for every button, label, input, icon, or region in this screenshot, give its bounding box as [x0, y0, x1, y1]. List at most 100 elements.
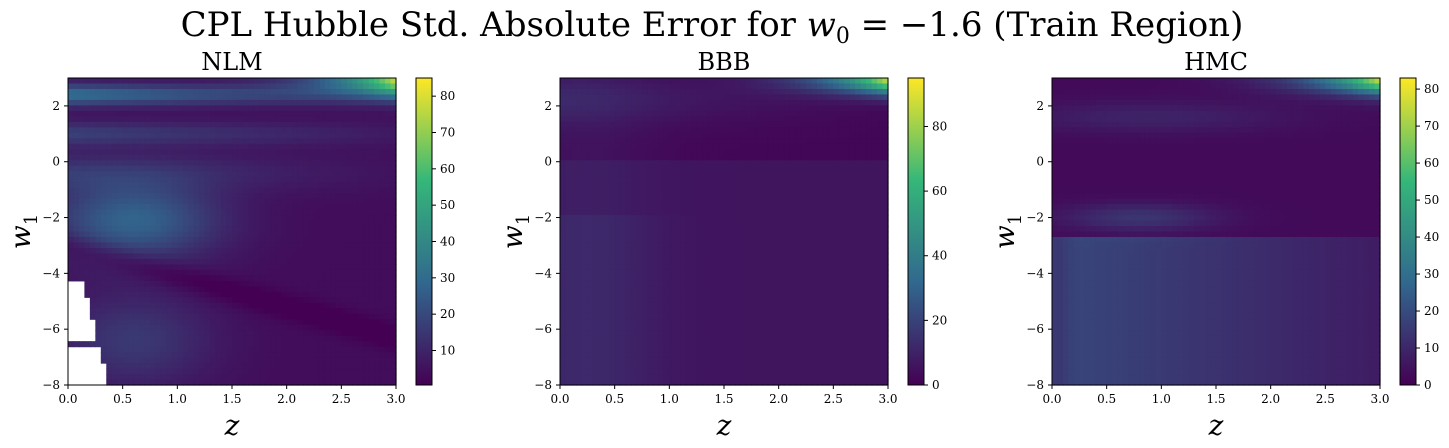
heatmap-cell: [674, 127, 681, 134]
heatmap-cell: [390, 94, 397, 101]
heatmap-cell: [215, 330, 222, 337]
heatmap-cell: [242, 149, 249, 156]
heatmap-cell: [625, 154, 632, 161]
heatmap-cell: [357, 165, 364, 172]
heatmap-cell: [330, 209, 337, 216]
heatmap-cell: [122, 357, 129, 364]
heatmap-cell: [598, 286, 605, 293]
heatmap-cell: [680, 99, 687, 107]
heatmap-cell: [292, 165, 299, 172]
heatmap-cell: [292, 198, 299, 205]
heatmap-cell: [193, 187, 200, 194]
heatmap-cell: [308, 352, 315, 359]
heatmap-cell: [696, 346, 703, 353]
heatmap-cell: [614, 374, 621, 381]
heatmap-cell: [352, 160, 359, 167]
heatmap-cell: [652, 88, 659, 96]
heatmap-cell: [264, 182, 271, 189]
heatmap-cell: [259, 187, 266, 194]
heatmap-cell: [385, 127, 392, 134]
heatmap-cell: [702, 110, 709, 117]
heatmap-cell: [598, 247, 605, 255]
heatmap-cell: [663, 291, 670, 298]
heatmap-cell: [581, 236, 588, 244]
heatmap-cell: [346, 330, 353, 337]
heatmap-cell: [647, 83, 654, 90]
heatmap-cell: [193, 204, 200, 211]
heatmap-cell: [68, 253, 75, 260]
heatmap-cell: [587, 215, 594, 222]
heatmap-cell: [122, 264, 129, 271]
heatmap-cell: [314, 121, 321, 128]
heatmap-cell: [308, 127, 315, 134]
heatmap-cell: [89, 236, 96, 244]
heatmap-cell: [133, 127, 140, 134]
heatmap-cell: [696, 324, 703, 331]
heatmap-cell: [188, 171, 195, 178]
heatmap-cell: [614, 379, 621, 386]
heatmap-cell: [144, 247, 151, 255]
heatmap-cell: [363, 324, 370, 331]
heatmap-cell: [308, 182, 315, 189]
heatmap-cell: [565, 143, 572, 150]
heatmap-cell: [669, 269, 676, 276]
heatmap-cell: [270, 204, 277, 211]
heatmap-cell: [363, 313, 370, 320]
heatmap-cell: [658, 187, 665, 194]
heatmap-cell: [368, 143, 375, 150]
heatmap-cell: [707, 374, 714, 381]
heatmap-cell: [576, 132, 583, 139]
heatmap-cell: [182, 105, 189, 112]
heatmap-cell: [150, 341, 157, 348]
heatmap-cell: [199, 280, 206, 287]
heatmap-cell: [620, 308, 627, 315]
heatmap-cell: [166, 291, 173, 298]
heatmap-cell: [275, 253, 282, 260]
heatmap-cell: [171, 220, 178, 227]
heatmap-cell: [603, 280, 610, 287]
heatmap-cell: [242, 160, 249, 167]
heatmap-cell: [150, 198, 157, 205]
heatmap-cell: [636, 160, 643, 167]
heatmap-cell: [691, 258, 698, 265]
heatmap-cell: [636, 198, 643, 205]
heatmap-cell: [620, 286, 627, 293]
heatmap-cell: [286, 99, 293, 107]
heatmap-cell: [122, 209, 129, 216]
heatmap-cell: [232, 247, 239, 255]
heatmap-cell: [609, 275, 616, 282]
heatmap-cell: [111, 94, 118, 101]
heatmap-cell: [259, 165, 266, 172]
heatmap-cell: [652, 149, 659, 156]
heatmap-cell: [270, 368, 277, 375]
heatmap-cell: [215, 215, 222, 222]
heatmap-cell: [614, 99, 621, 107]
heatmap-cell: [128, 198, 135, 205]
heatmap-cell: [221, 313, 228, 320]
heatmap-cell: [242, 297, 249, 304]
heatmap-cell: [122, 335, 129, 342]
heatmap-cell: [232, 215, 239, 222]
heatmap-cell: [215, 165, 222, 172]
heatmap-cell: [669, 286, 676, 293]
heatmap-cell: [625, 253, 632, 260]
heatmap-cell: [663, 105, 670, 112]
heatmap-cell: [368, 280, 375, 287]
heatmap-cell: [106, 319, 113, 326]
heatmap-cell: [193, 193, 200, 200]
heatmap-cell: [374, 352, 381, 359]
heatmap-cell: [84, 231, 91, 238]
heatmap-cell: [199, 176, 206, 183]
heatmap-cell: [625, 264, 632, 271]
heatmap-cell: [106, 313, 113, 320]
heatmap-cell: [718, 78, 725, 85]
heatmap-cell: [182, 138, 189, 145]
heatmap-cell: [248, 99, 255, 107]
heatmap-cell: [106, 110, 113, 117]
heatmap-cell: [363, 258, 370, 265]
heatmap-cell: [324, 160, 331, 167]
heatmap-cell: [707, 242, 714, 249]
heatmap-cell: [625, 275, 632, 282]
heatmap-cell: [270, 275, 277, 282]
heatmap-cell: [603, 83, 610, 90]
